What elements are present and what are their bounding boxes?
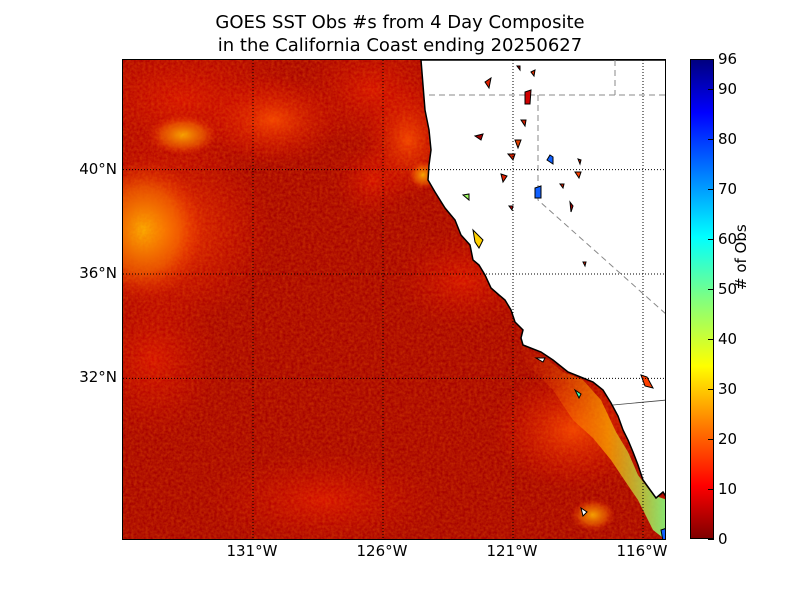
colorbar-tick-mark bbox=[708, 389, 714, 390]
graticule-grid bbox=[123, 60, 665, 539]
sst-obs-map bbox=[123, 60, 665, 539]
colorbar-tick-label: 96 bbox=[718, 50, 738, 68]
colorbar-tick-label: 70 bbox=[718, 180, 738, 198]
colorbar-tick-mark bbox=[708, 59, 714, 60]
colorbar-tick-mark bbox=[708, 189, 714, 190]
colorbar-tick-mark bbox=[708, 89, 714, 90]
longitude-tick-label: 121°W bbox=[486, 542, 538, 560]
colorbar-tick-label: 10 bbox=[718, 480, 738, 498]
state-borders bbox=[429, 60, 665, 314]
coastal-high-obs-band bbox=[519, 340, 665, 539]
latitude-tick-label: 32°N bbox=[79, 368, 117, 387]
colorbar-tick-label: 0 bbox=[718, 530, 728, 548]
colorbar-tick-mark bbox=[708, 489, 714, 490]
colorbar-tick-mark bbox=[708, 239, 714, 240]
colorbar bbox=[690, 59, 714, 539]
international-border bbox=[612, 399, 665, 406]
colorbar-tick-mark bbox=[708, 339, 714, 340]
colorbar-tick-label: 60 bbox=[718, 230, 738, 248]
colorbar-tick-mark bbox=[708, 139, 714, 140]
latitude-tick-label: 36°N bbox=[79, 264, 117, 283]
colorbar-label: # of Obs bbox=[732, 224, 750, 290]
colorbar-tick-label: 90 bbox=[718, 80, 738, 98]
colorbar-tick-mark bbox=[708, 439, 714, 440]
channel-islands bbox=[472, 228, 665, 539]
colorbar-tick-label: 50 bbox=[718, 280, 738, 298]
colorbar-tick-label: 30 bbox=[718, 380, 738, 398]
chart-title-line1: GOES SST Obs #s from 4 Day Composite bbox=[215, 12, 585, 33]
colorbar-tick-mark bbox=[708, 539, 714, 540]
colorbar-tick-label: 20 bbox=[718, 430, 738, 448]
map-plot-area bbox=[122, 59, 666, 540]
inland-water-bodies bbox=[461, 65, 654, 389]
colorbar-tick-mark bbox=[708, 289, 714, 290]
colorbar-tick-label: 80 bbox=[718, 130, 738, 148]
longitude-tick-label: 126°W bbox=[356, 542, 408, 560]
latitude-tick-label: 40°N bbox=[79, 159, 117, 178]
longitude-tick-label: 116°W bbox=[616, 542, 668, 560]
colorbar-tick-label: 40 bbox=[718, 330, 738, 348]
chart-title-line2: in the California Coast ending 20250627 bbox=[217, 35, 583, 56]
longitude-tick-label: 131°W bbox=[226, 542, 278, 560]
